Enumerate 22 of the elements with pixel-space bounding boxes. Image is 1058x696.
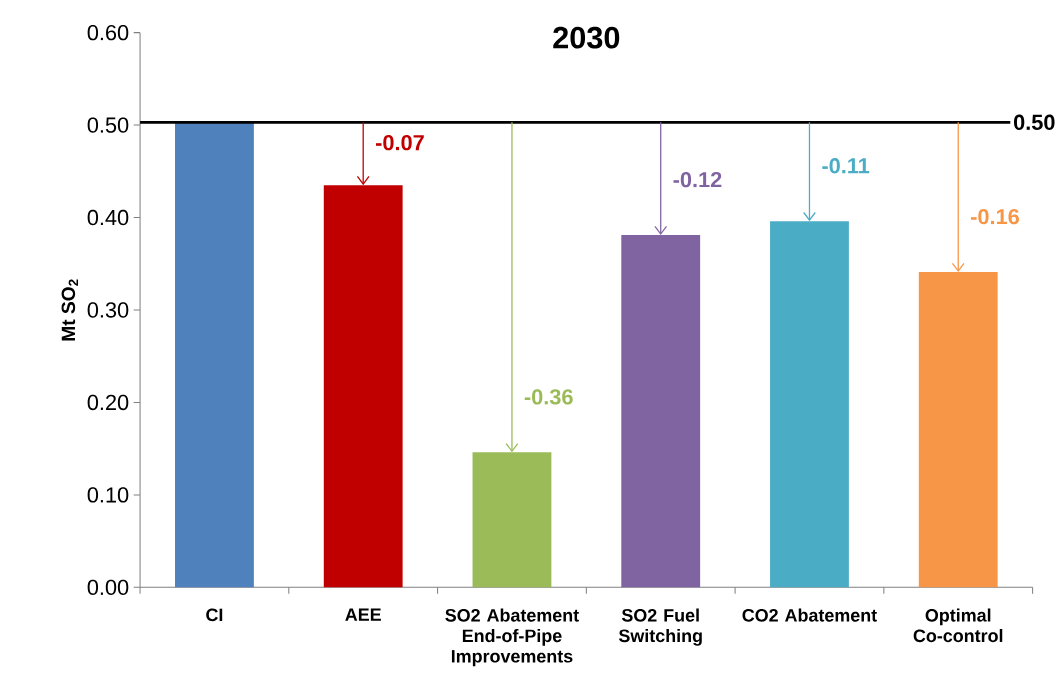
chart-title: 2030 [553, 26, 620, 49]
x-tick-label: SO2 Abatement End-of-Pipe Improvements [445, 608, 579, 667]
x-tick-label: SO2 Fuel Switching [618, 608, 702, 646]
x-tick-label: CI [206, 608, 223, 622]
y-axis-title: Mt SO$_{2}$ [61, 279, 79, 341]
x-tick-label: CO2 Abatement [742, 608, 877, 622]
annotation: -0.07 [376, 135, 424, 151]
annotation: -0.16 [971, 209, 1019, 225]
ref-line-label: 0.50 [1013, 114, 1055, 131]
y-tick-label: 0.40 [87, 209, 129, 226]
x-tick-label: Optimal Co-control [913, 608, 1003, 643]
annotation: -0.12 [673, 172, 722, 188]
y-tick-label: 0.20 [87, 394, 129, 411]
y-tick-label: 0.50 [87, 117, 129, 133]
annotation: -0.36 [524, 389, 573, 405]
y-tick-label: 0.30 [87, 302, 129, 318]
annotation: -0.11 [822, 158, 870, 174]
y-tick-label: 0.60 [87, 25, 129, 41]
y-tick-label: 0.00 [87, 579, 129, 596]
x-tick-label: AEE [345, 608, 381, 621]
y-tick-label: 0.10 [87, 487, 129, 503]
bar [175, 122, 254, 588]
